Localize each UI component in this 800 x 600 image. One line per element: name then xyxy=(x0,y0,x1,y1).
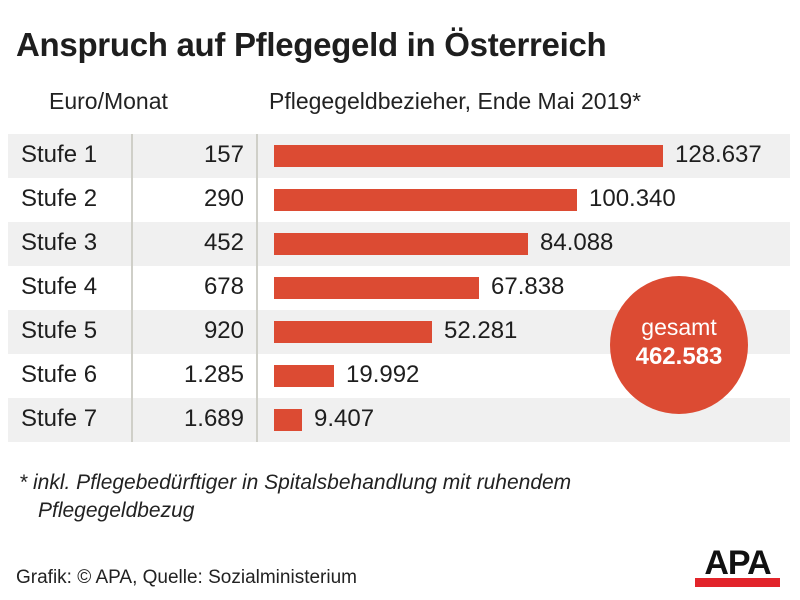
bar xyxy=(274,321,432,343)
apa-logo-text: APA xyxy=(704,544,771,582)
bar-value-label: 67.838 xyxy=(491,273,565,300)
category-label: Stufe 3 xyxy=(21,229,98,256)
footnote-line-1: * inkl. Pflegebedürftiger in Spitalsbeha… xyxy=(19,471,572,494)
euro-per-month-value: 678 xyxy=(203,273,244,300)
column-divider xyxy=(256,134,258,442)
euro-per-month-value: 920 xyxy=(203,317,244,344)
table-row: Stufe 3 452 84.088 xyxy=(8,222,790,266)
column-header-recipients: Pflegegeldbezieher, Ende Mai 2019* xyxy=(269,88,642,114)
table-row: Stufe 2 290 100.340 xyxy=(8,178,790,222)
table-row: Stufe 6 1.285 19.992 xyxy=(8,354,790,398)
bar xyxy=(274,277,479,299)
table-row: Stufe 4 678 67.838 xyxy=(8,266,790,310)
total-value: 462.583 xyxy=(635,343,723,370)
column-header-euro: Euro/Monat xyxy=(49,88,168,114)
bar xyxy=(274,365,334,387)
bar xyxy=(274,233,528,255)
footnote: * inkl. Pflegebedürftiger in Spitalsbeha… xyxy=(19,469,571,525)
category-label: Stufe 5 xyxy=(21,317,98,344)
category-label: Stufe 1 xyxy=(21,141,98,168)
category-label: Stufe 4 xyxy=(21,273,98,300)
euro-per-month-value: 1.689 xyxy=(183,405,244,432)
chart-title: Anspruch auf Pflegegeld in Österreich xyxy=(16,26,607,63)
euro-per-month-value: 1.285 xyxy=(183,361,244,388)
category-label: Stufe 2 xyxy=(21,185,98,212)
category-label: Stufe 7 xyxy=(21,405,98,432)
bar xyxy=(274,145,663,167)
total-label: gesamt xyxy=(641,314,717,340)
euro-per-month-value: 452 xyxy=(203,229,244,256)
bar-value-label: 9.407 xyxy=(314,405,375,432)
apa-logo-bar xyxy=(695,578,780,587)
bar-value-label: 84.088 xyxy=(540,229,614,256)
apa-logo: APA xyxy=(695,544,780,588)
column-divider xyxy=(131,134,133,442)
table-row: Stufe 1 157 128.637 xyxy=(8,134,790,178)
footnote-line-2: Pflegegeldbezug xyxy=(38,499,195,522)
bar-value-label: 19.992 xyxy=(346,361,420,388)
bar xyxy=(274,189,577,211)
euro-per-month-value: 157 xyxy=(203,141,244,168)
category-label: Stufe 6 xyxy=(21,361,98,388)
bar xyxy=(274,409,302,431)
source-credit: Grafik: © APA, Quelle: Sozialministerium xyxy=(16,567,357,588)
bar-value-label: 100.340 xyxy=(589,185,676,212)
euro-per-month-value: 290 xyxy=(203,185,244,212)
bar-value-label: 128.637 xyxy=(675,141,762,168)
bar-value-label: 52.281 xyxy=(444,317,518,344)
data-table: Stufe 1 157 128.637 Stufe 2 290 100.340 Stufe … xyxy=(8,134,790,442)
total-badge: gesamt 462.583 xyxy=(610,276,748,414)
